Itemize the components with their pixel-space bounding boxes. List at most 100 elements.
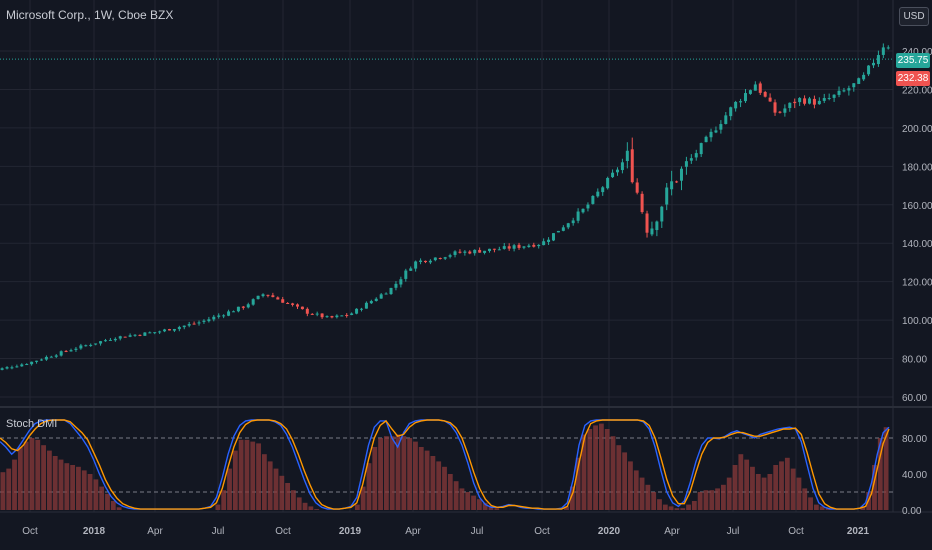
- histogram-bar: [12, 459, 17, 510]
- candle-body: [561, 227, 565, 231]
- histogram-bar: [459, 488, 465, 510]
- time-tick-label: Oct: [534, 526, 550, 537]
- histogram-bar: [413, 441, 418, 510]
- histogram-bar: [453, 481, 459, 510]
- price-tick-label: 140.00: [902, 239, 932, 250]
- candle-body: [468, 251, 472, 254]
- histogram-bar: [389, 436, 395, 510]
- axis-labels: 60.00 80.00 100.00 120.00 140.00 160.00 180.00…: [22, 47, 932, 537]
- candle-body: [522, 246, 526, 248]
- candle-body: [512, 245, 516, 249]
- candle-body: [812, 98, 816, 105]
- candle-body: [409, 268, 413, 271]
- histogram-bar: [221, 490, 227, 510]
- candle-body: [601, 187, 605, 193]
- candle-body: [743, 93, 747, 102]
- histogram-bar: [81, 470, 87, 510]
- time-tick-label: Apr: [664, 526, 680, 537]
- candle-body: [556, 230, 560, 233]
- candle-body: [684, 161, 688, 167]
- stoch-d-line: [0, 419, 890, 510]
- histogram-bar: [616, 445, 622, 510]
- histogram-bar: [442, 466, 447, 510]
- time-tick-label: Oct: [275, 526, 291, 537]
- candle-body: [69, 350, 73, 352]
- histogram-bar: [825, 508, 831, 510]
- histogram-bar: [105, 493, 110, 510]
- histogram-bar: [726, 477, 732, 510]
- candle-body: [246, 304, 250, 308]
- histogram-bar: [703, 490, 709, 510]
- histogram-bar: [116, 507, 122, 510]
- candle-body: [0, 368, 4, 370]
- candle-body: [714, 130, 718, 133]
- candle-body: [630, 149, 634, 183]
- histogram-bar: [872, 465, 877, 510]
- candle-body: [271, 295, 275, 298]
- currency-button[interactable]: USD: [899, 7, 929, 26]
- histogram-bar: [273, 468, 279, 510]
- candle-body: [591, 195, 595, 204]
- candle-body: [847, 88, 851, 91]
- histogram-bar: [41, 445, 46, 510]
- histogram-bar: [17, 447, 23, 510]
- time-tick-label: Jul: [212, 526, 225, 537]
- histogram-bar: [569, 486, 575, 510]
- candle-body: [25, 364, 29, 366]
- time-tick-label: Apr: [405, 526, 421, 537]
- histogram-bar: [598, 423, 604, 510]
- candle-body: [492, 248, 496, 250]
- histogram-bar: [215, 504, 221, 510]
- candle-body: [192, 323, 196, 325]
- candle-body: [719, 124, 723, 130]
- time-tick-label: 2018: [83, 526, 106, 537]
- histogram-bar: [302, 502, 308, 510]
- candle-body: [694, 153, 698, 158]
- histogram-bar: [227, 468, 232, 510]
- candle-body: [167, 329, 171, 331]
- histogram-bar: [610, 436, 616, 510]
- candle-body: [527, 245, 531, 247]
- histogram-bar: [819, 506, 825, 510]
- histogram-bar: [686, 504, 691, 510]
- candle-body: [709, 131, 713, 138]
- candle-body: [571, 220, 575, 224]
- candle-body: [428, 260, 432, 263]
- candlestick-series: [0, 43, 893, 371]
- candle-body: [256, 295, 260, 300]
- candle-body: [355, 308, 359, 314]
- candle-body: [281, 299, 285, 303]
- histogram-bar: [784, 457, 790, 510]
- candle-body: [207, 319, 211, 322]
- candle-body: [675, 181, 679, 183]
- time-tick-label: 2019: [339, 526, 362, 537]
- time-tick-label: Oct: [22, 526, 38, 537]
- histogram-bar: [581, 434, 587, 510]
- price-tick-label: 240.00: [902, 47, 932, 58]
- candle-body: [320, 313, 324, 318]
- histogram-bar: [238, 439, 244, 510]
- candle-body: [217, 315, 221, 317]
- histogram-bar: [575, 457, 581, 510]
- symbol-title[interactable]: Microsoft Corp., 1W, Cboe BZX: [6, 8, 174, 22]
- histogram-bar: [720, 484, 726, 510]
- candle-body: [547, 239, 551, 242]
- candle-body: [611, 172, 615, 178]
- candle-body: [59, 351, 63, 356]
- histogram-bar: [261, 454, 267, 510]
- candle-body: [862, 74, 866, 80]
- histogram-bar: [29, 438, 35, 510]
- indicator-title[interactable]: Stoch DMI: [6, 418, 58, 430]
- candle-body: [871, 62, 875, 66]
- histogram-bar: [6, 468, 12, 510]
- indicator-tick-label: 0.00: [902, 506, 922, 517]
- histogram-bar: [639, 477, 645, 510]
- histogram-bar: [430, 456, 436, 510]
- candle-body: [359, 308, 363, 310]
- candle-body: [172, 328, 176, 331]
- histogram-bar: [401, 436, 407, 510]
- candle-body: [620, 162, 624, 171]
- candle-body: [827, 97, 831, 99]
- time-tick-label: 2021: [847, 526, 870, 537]
